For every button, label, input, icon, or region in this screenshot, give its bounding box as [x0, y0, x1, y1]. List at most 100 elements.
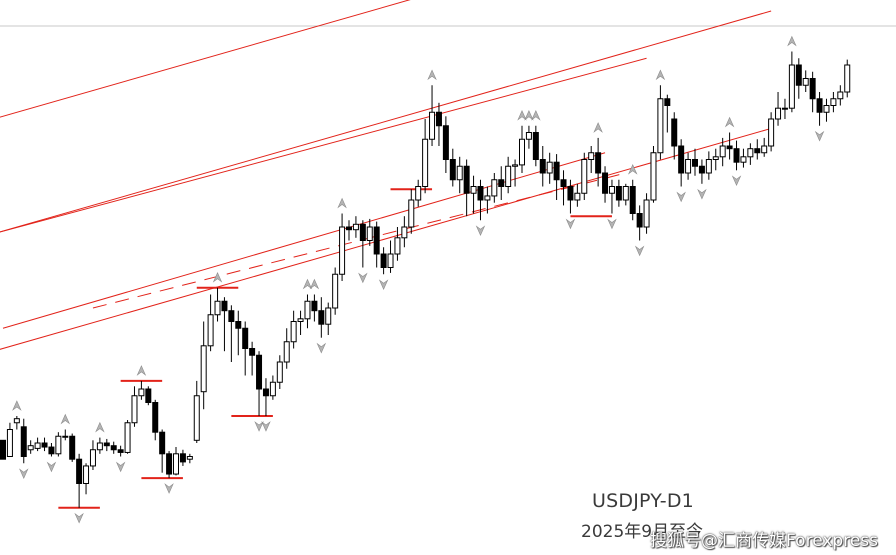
candle-body-6: [41, 442, 48, 448]
candle-body-96: [664, 98, 671, 106]
candle-body-58: [401, 226, 408, 239]
candle-body-48: [332, 273, 339, 309]
fractal-up-2: [12, 400, 22, 411]
candle-body-15: [103, 442, 110, 447]
candle-body-89: [615, 186, 622, 201]
candle-body-55: [380, 253, 387, 268]
candle-body-28: [193, 395, 200, 441]
candle-body-42: [290, 321, 297, 343]
fractal-down-88: [607, 218, 617, 230]
candle-body-93: [643, 199, 650, 228]
fractal-up-62: [427, 69, 437, 81]
fractal-up-114: [787, 35, 797, 47]
trend-line-4: [0, 57, 647, 233]
fractal-down-24: [164, 483, 174, 494]
candle-body-62: [429, 111, 436, 140]
candle-body-50: [346, 226, 352, 231]
candle-body-113: [781, 107, 788, 110]
candle-body-56: [387, 253, 394, 268]
candle-body-2: [13, 418, 20, 424]
candle-body-94: [650, 152, 657, 201]
candle-body-5: [34, 442, 41, 449]
candle-body-73: [505, 165, 512, 187]
candle-body-70: [484, 195, 491, 201]
candle-body-119: [823, 105, 830, 113]
candle-body-64: [442, 125, 449, 160]
fractal-down-55: [378, 279, 389, 290]
candle-body-77: [532, 132, 539, 160]
trend-line-0: [0, 0, 411, 118]
fractal-down-69: [475, 225, 486, 236]
candle-body-111: [768, 118, 775, 147]
candle-body-23: [159, 431, 166, 455]
candle-body-45: [311, 300, 318, 312]
candle-body-84: [581, 159, 588, 194]
candle-body-13: [89, 449, 96, 467]
fractal-down-82: [565, 218, 576, 230]
candle-body-102: [705, 159, 712, 174]
candle-body-3: [20, 426, 27, 457]
candle-body-60: [415, 186, 422, 201]
fractal-up-76: [524, 110, 534, 121]
fractal-arrows: [12, 35, 825, 524]
candle-body-57: [394, 237, 401, 255]
candle-body-52: [359, 223, 366, 242]
fractal-down-46: [316, 342, 327, 354]
candle-body-99: [685, 159, 692, 174]
candle-body-30: [207, 314, 214, 347]
candle-body-78: [539, 159, 546, 174]
trend-line-5: [92, 172, 626, 309]
candle-body-12: [83, 465, 90, 485]
fractal-down-118: [814, 130, 825, 142]
fractal-down-7: [46, 461, 57, 473]
candle-body-76: [525, 132, 532, 140]
fractal-up-45: [309, 278, 320, 290]
candle-body-4: [27, 445, 34, 451]
candle-body-53: [366, 226, 373, 241]
candle-body-40: [276, 361, 283, 383]
candle-body-86: [595, 152, 602, 174]
candle-body-117: [809, 78, 816, 100]
candle-body-29: [200, 345, 207, 393]
candle-body-22: [152, 402, 159, 433]
candle-body-106: [733, 148, 740, 163]
fractal-up-86: [593, 122, 603, 133]
fractal-down-11: [74, 512, 84, 524]
candle-body-122: [844, 64, 851, 93]
candle-body-8: [55, 435, 62, 455]
candle-body-109: [754, 148, 761, 154]
fractal-down-106: [731, 175, 742, 187]
trend-line-1: [0, 10, 772, 233]
candle-body-59: [408, 199, 415, 228]
candle-body-75: [519, 138, 525, 166]
candle-body-27: [186, 456, 193, 460]
fractal-up-9: [60, 413, 71, 425]
candle-body-7: [48, 446, 55, 455]
candle-body-121: [837, 91, 844, 100]
candle-body-110: [761, 145, 768, 154]
candle-body-118: [816, 98, 823, 113]
candle-body-11: [76, 458, 83, 485]
candle-body-81: [560, 179, 567, 187]
candle-body-35: [242, 327, 249, 349]
candle-body-87: [602, 172, 609, 194]
fractal-up-44: [302, 278, 313, 290]
candle-body-120: [830, 98, 837, 106]
candle-body-71: [491, 179, 498, 197]
fractal-up-14: [95, 421, 105, 433]
fractal-down-92: [634, 245, 645, 257]
candle-body-32: [221, 300, 228, 312]
candle-body-10: [69, 435, 76, 460]
fractal-down-37: [254, 421, 264, 432]
candle-body-37: [256, 354, 263, 390]
candle-body-41: [283, 341, 290, 363]
candle-body-74: [512, 164, 519, 167]
candle-body-0: [0, 439, 6, 460]
candle-body-104: [719, 145, 726, 158]
candle-body-25: [173, 453, 179, 475]
candle-body-112: [775, 107, 782, 120]
candle-body-26: [179, 453, 186, 463]
candle-body-115: [795, 64, 802, 86]
candle-body-79: [546, 161, 553, 174]
candle-body-16: [110, 445, 117, 451]
